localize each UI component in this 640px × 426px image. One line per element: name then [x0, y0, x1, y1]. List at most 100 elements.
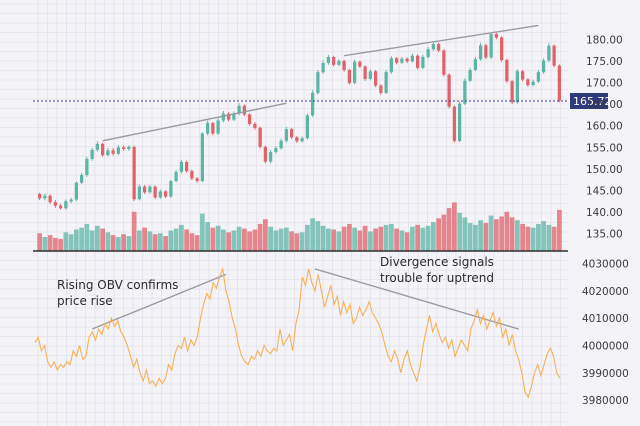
volume-bar: [299, 232, 305, 251]
volume-bar: [226, 232, 231, 251]
candle-body: [337, 60, 341, 65]
volume-bar: [284, 227, 289, 251]
candle-body: [452, 106, 457, 141]
volume-bar: [200, 213, 205, 251]
price-tick-label: 140.00: [586, 207, 623, 219]
candle-body: [279, 140, 283, 149]
candle-body: [48, 195, 52, 203]
obv-tick-label: 4030000: [582, 258, 629, 270]
candle-body: [499, 37, 504, 61]
volume-bar: [436, 218, 441, 251]
candle-body: [106, 150, 110, 156]
candle-body: [536, 72, 541, 82]
volume-bar: [231, 230, 237, 251]
volume-bar: [394, 228, 399, 251]
volume-bar: [536, 223, 541, 251]
volume-bar: [305, 224, 310, 251]
volume-bar: [273, 230, 279, 251]
volume-bar: [173, 228, 179, 251]
volume-bar: [247, 231, 252, 251]
candle-body: [37, 193, 42, 199]
volume-bar: [509, 217, 515, 251]
candle-body: [74, 182, 79, 200]
candle-body: [557, 65, 562, 101]
candle-body: [284, 129, 289, 141]
candle-body: [85, 158, 89, 175]
volume-bar: [42, 237, 48, 251]
candle-body: [274, 148, 278, 153]
volume-bar: [494, 219, 499, 251]
volume-bar: [347, 223, 352, 251]
trend-line: [92, 273, 227, 330]
candle-body: [431, 44, 436, 50]
candle-body: [116, 147, 121, 154]
candle-body: [421, 56, 425, 68]
candle-body: [310, 92, 315, 116]
candle-body: [442, 50, 446, 75]
volume-bar: [452, 202, 457, 251]
volume-bar: [37, 233, 42, 251]
candle-body: [90, 149, 94, 159]
candle-body: [352, 61, 357, 83]
candle-body: [295, 137, 299, 142]
obv-tick-label: 3990000: [582, 368, 629, 380]
volume-bar: [362, 225, 368, 251]
volume-bar: [289, 231, 294, 251]
price-tick-label: 175.00: [586, 56, 623, 68]
volume-bar: [294, 233, 300, 251]
volume-bar: [425, 225, 431, 251]
candle-body: [169, 181, 173, 197]
volume-bar: [373, 228, 378, 251]
volume-bar: [446, 208, 452, 251]
volume-bar: [341, 226, 347, 251]
price-candles: [37, 31, 562, 210]
candle-body: [200, 133, 205, 182]
candle-body: [211, 123, 215, 134]
candle-body: [43, 195, 47, 199]
volume-bar: [257, 223, 263, 251]
candle-body: [100, 143, 105, 156]
candle-body: [121, 147, 126, 150]
volume-bars: [37, 202, 562, 251]
candle-body: [468, 69, 472, 81]
candle-body: [384, 72, 388, 93]
annotation-divergence-line-1: Divergence signals: [380, 255, 494, 269]
candle-body: [242, 105, 247, 115]
chart-grid: [0, 0, 568, 426]
volume-bar: [221, 229, 226, 251]
volume-bar: [520, 223, 525, 251]
candle-body: [379, 85, 383, 93]
candle-body: [531, 81, 535, 86]
volume-bar: [431, 222, 436, 251]
candle-body: [216, 120, 220, 134]
candle-body: [137, 186, 142, 200]
volume-bar: [483, 223, 489, 251]
candle-body: [489, 34, 493, 58]
volume-bar: [541, 221, 546, 251]
volume-bar: [79, 227, 84, 251]
volume-bar: [194, 235, 200, 251]
candle-body: [226, 113, 231, 120]
volume-bar: [205, 222, 210, 251]
volume-bar: [546, 224, 552, 251]
candle-body: [505, 60, 509, 82]
candle-body: [552, 45, 556, 66]
volume-bar: [320, 225, 326, 251]
volume-bar: [179, 224, 184, 251]
volume-bar: [473, 224, 478, 251]
candle-body: [358, 61, 362, 67]
volume-bar: [399, 230, 405, 251]
volume-bar: [126, 236, 132, 251]
annotation-divergence: Divergence signals trouble for uptrend: [380, 255, 498, 285]
candle-body: [389, 58, 394, 73]
trend-line: [344, 24, 539, 57]
candle-body: [457, 103, 462, 141]
candle-body: [510, 81, 514, 103]
candle-body: [184, 161, 189, 172]
current-price-badge: 165.72: [570, 92, 612, 109]
volume-bar: [252, 229, 258, 251]
volume-bar: [100, 228, 105, 251]
candle-body: [368, 71, 373, 80]
obv-tick-label: 3980000: [582, 395, 629, 407]
